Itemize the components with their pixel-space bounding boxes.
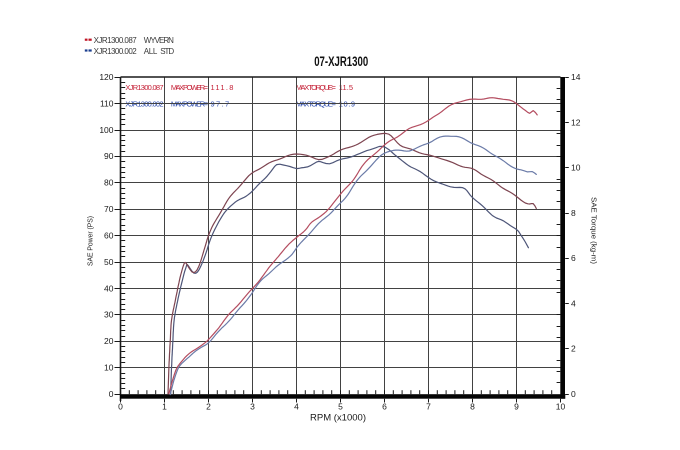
svg-text:0: 0 [109,389,114,399]
svg-text:RPM (x1000): RPM (x1000) [310,413,366,423]
svg-text:110: 110 [100,98,114,108]
svg-text:ALL: ALL [144,47,158,56]
svg-text:0: 0 [571,389,576,399]
svg-text:9: 9 [514,402,519,412]
svg-text:4: 4 [571,298,576,308]
svg-text:30: 30 [104,310,114,320]
svg-text:MAX POWER=: MAX POWER= [171,83,209,92]
svg-text:MAX TORQUE=: MAX TORQUE= [296,83,337,92]
svg-text:WYVERN: WYVERN [144,36,174,45]
svg-text:1: 1 [162,402,167,412]
svg-text:20: 20 [104,336,114,346]
svg-text:07-XJR1300: 07-XJR1300 [314,54,368,69]
svg-text:8: 8 [470,402,475,412]
svg-text:10: 10 [556,402,566,412]
svg-text:7: 7 [426,402,431,412]
svg-text:8: 8 [571,208,576,218]
svg-text:3: 3 [250,402,255,412]
svg-text:120: 120 [99,72,113,82]
svg-text:10: 10 [104,363,114,373]
svg-text:70: 70 [104,204,114,214]
svg-text:12: 12 [571,117,581,127]
svg-text:5: 5 [338,402,343,412]
svg-text:4: 4 [294,402,299,412]
svg-text:10: 10 [571,163,581,173]
svg-text:80: 80 [104,178,114,188]
svg-text:STD: STD [160,47,174,56]
svg-text:14: 14 [571,72,581,82]
svg-text:6: 6 [571,253,576,263]
svg-text:SAE Torque (kg-m): SAE Torque (kg-m) [590,197,599,265]
svg-text:SAE Power (PS): SAE Power (PS) [86,216,95,266]
svg-text:90: 90 [104,151,114,161]
svg-text:2: 2 [571,344,576,354]
svg-text:XJR1300.087: XJR1300.087 [94,36,138,45]
svg-text:100: 100 [99,125,113,135]
svg-text:111.8: 111.8 [211,83,234,92]
svg-text:50: 50 [104,257,114,267]
svg-text:6: 6 [382,402,387,412]
svg-text:XJR1300.087: XJR1300.087 [125,83,163,92]
svg-text:XJR1300.002: XJR1300.002 [94,47,138,56]
svg-text:60: 60 [104,231,114,241]
svg-text:40: 40 [104,283,114,293]
svg-text:0: 0 [118,402,123,412]
svg-text:2: 2 [206,402,211,412]
svg-text:11.5: 11.5 [339,83,353,92]
